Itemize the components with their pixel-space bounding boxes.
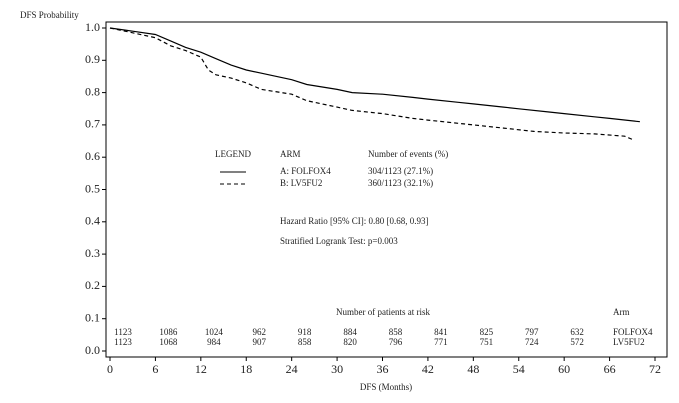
risk-count: 962 [253, 327, 267, 337]
legend-label: B: LV5FU2 [280, 178, 322, 188]
risk-count: 632 [570, 327, 584, 337]
y-tick-label: 0.7 [85, 117, 100, 131]
y-tick-label: 0.5 [85, 181, 100, 195]
risk-count: 1123 [114, 337, 132, 347]
y-tick-label: 0.6 [85, 149, 100, 163]
x-tick-label: 6 [152, 362, 158, 376]
y-tick-label: 0.8 [85, 84, 100, 98]
risk-count: 884 [343, 327, 357, 337]
y-tick-label: 0.2 [85, 278, 100, 292]
risk-count: 918 [298, 327, 312, 337]
x-tick-label: 42 [422, 362, 434, 376]
risk-count: 907 [253, 337, 267, 347]
risk-count: 858 [389, 327, 403, 337]
legend-events: 304/1123 (27.1%) [368, 166, 433, 176]
risk-count: 1086 [159, 327, 178, 337]
legend-title: LEGEND [215, 149, 251, 159]
km-curve [109, 27, 633, 140]
legend-events: 360/1123 (32.1%) [368, 178, 433, 188]
logrank-annotation: Stratified Logrank Test: p=0.003 [280, 236, 398, 246]
x-tick-label: 36 [377, 362, 389, 376]
x-tick-label: 18 [240, 362, 252, 376]
y-tick-label: 0.4 [85, 214, 100, 228]
risk-count: 984 [207, 337, 221, 347]
x-tick-label: 24 [286, 362, 298, 376]
risk-count: 751 [480, 337, 494, 347]
legend-events-header: Number of events (%) [368, 149, 448, 159]
x-tick-label: 48 [467, 362, 479, 376]
risk-count: 820 [343, 337, 357, 347]
risk-count: 1024 [205, 327, 224, 337]
risk-count: 1068 [159, 337, 178, 347]
x-tick-label: 66 [604, 362, 616, 376]
legend-arm-header: ARM [280, 149, 301, 159]
y-tick-label: 0.3 [85, 246, 100, 260]
x-axis-label: DFS (Months) [360, 382, 412, 392]
risk-count: 796 [389, 337, 403, 347]
x-tick-label: 0 [107, 362, 113, 376]
y-tick-label: 0.9 [85, 52, 100, 66]
x-tick-label: 60 [558, 362, 570, 376]
risk-count: 858 [298, 337, 312, 347]
x-tick-label: 30 [331, 362, 343, 376]
risk-count: 572 [570, 337, 584, 347]
risk-count: 797 [525, 327, 539, 337]
legend-label: A: FOLFOX4 [280, 166, 331, 176]
y-tick-label: 0.1 [85, 310, 100, 324]
x-tick-label: 12 [195, 362, 207, 376]
risk-count: 841 [434, 327, 448, 337]
risk-table-arm-header: Arm [613, 307, 630, 317]
x-tick-label: 72 [649, 362, 661, 376]
hazard-annotation: Hazard Ratio [95% CI]: 0.80 [0.68, 0.93] [280, 216, 428, 226]
y-tick-label: 0.0 [85, 343, 100, 357]
risk-count: 825 [480, 327, 494, 337]
risk-count: 724 [525, 337, 539, 347]
risk-count: 771 [434, 337, 448, 347]
risk-table-title: Number of patients at risk [336, 307, 430, 317]
risk-row-label: FOLFOX4 [613, 327, 653, 337]
y-tick-label: 1.0 [85, 20, 100, 34]
y-axis-label: DFS Probability [20, 10, 79, 20]
risk-row-label: LV5FU2 [613, 337, 645, 347]
km-curve [109, 27, 640, 123]
x-tick-label: 54 [513, 362, 525, 376]
risk-count: 1123 [114, 327, 132, 337]
